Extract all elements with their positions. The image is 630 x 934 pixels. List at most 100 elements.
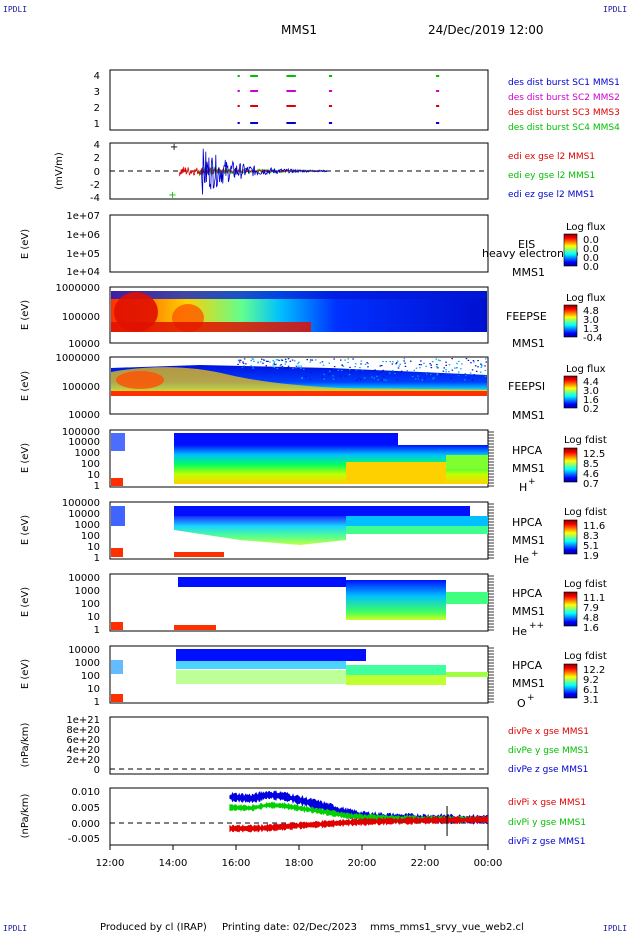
feepsi-speckle-dot [403, 360, 405, 362]
colorbar-tick: 0.0 [583, 244, 599, 255]
feepsi-speckle-dot [411, 376, 414, 378]
feepsi-speckle-dot [395, 371, 397, 373]
feepsi-speckle-dot [451, 369, 454, 371]
feepsi-speckle-dot [267, 360, 269, 362]
feepsi-speckle-dot [445, 371, 447, 373]
ylabel: E (eV) [20, 443, 31, 473]
feepsi-speckle-dot [274, 364, 276, 366]
feepsi-speckle-dot [420, 360, 422, 362]
corner-label-bottom-left: IPDLI [3, 924, 27, 933]
colorbar-tick: 3.0 [583, 315, 599, 326]
feepsi-speckle-dot [445, 361, 447, 363]
colorbar-title: Log fdist [564, 579, 607, 590]
feepsi-speckle-dot [310, 372, 313, 374]
feepsi-speckle-dot [473, 374, 476, 376]
feepsi-speckle-dot [304, 375, 307, 377]
feepsi-speckle-dot [461, 363, 463, 365]
colorbar [563, 663, 578, 699]
burst-interval [250, 122, 259, 124]
feepsi-speckle-dot [285, 367, 288, 369]
feepsi-speckle-dot [458, 360, 460, 362]
feepsi-speckle-dot [439, 360, 441, 362]
colorbar-tick: 0.2 [583, 404, 599, 415]
feepsi-speckle-dot [454, 367, 456, 369]
feepsi-speckle-dot [404, 365, 407, 367]
colorbar-tick: 0.7 [583, 479, 599, 490]
burst-interval [328, 105, 333, 107]
feepsi-speckle-dot [377, 373, 379, 375]
feepsi-speckle-dot [477, 366, 479, 368]
ytick-label: 1000000 [55, 283, 100, 294]
feepsi-speckle-dot [431, 361, 434, 363]
hpca-h-early-burst [111, 433, 125, 451]
burst-interval [436, 105, 440, 107]
ytick-label: 1e+21 [66, 715, 100, 726]
feepsi-speckle-dot [363, 377, 366, 379]
panel-hpca-he2: 10000 1000 100 10 1 E (eV) HPCA MMS1 He … [20, 573, 607, 638]
feepsi-speckle-dot [355, 363, 357, 365]
burst-marks [237, 75, 440, 124]
feepsi-speckle-dot [311, 359, 314, 361]
feepsi-speckle-dot [436, 366, 438, 368]
legend-sc4: des dist burst SC4 MMS4 [508, 123, 620, 133]
feepsi-speckle-dot [250, 360, 252, 362]
feepsi-speckle-dot [395, 363, 397, 365]
ytick-label: 100 [81, 599, 100, 610]
side-label: heavy electron to [482, 247, 579, 260]
feepsi-speckle-dot [300, 367, 302, 369]
ytick-label: 1 [94, 697, 100, 708]
feepsi-speckle-dot [281, 359, 284, 361]
feepsi-speckle-dot [397, 360, 399, 362]
side-label: MMS1 [512, 462, 545, 475]
feepsi-speckle-dot [252, 367, 254, 369]
feepsi-speckle-dot [436, 373, 439, 375]
colorbar-tick: 12.2 [583, 665, 605, 676]
feepsi-speckle-dot [275, 363, 277, 365]
feepsi-speckle-dot [273, 363, 275, 365]
feepsi-speckle-dot [261, 358, 263, 360]
feepsi-speckle-dot [373, 370, 375, 372]
feepsi-speckle-dot [386, 373, 388, 375]
ytick-label: 0 [94, 167, 100, 178]
colorbar [563, 519, 578, 555]
feepsi-speckle-dot [472, 360, 475, 362]
ytick-label: 10 [87, 684, 100, 695]
feepsi-speckle-dot [403, 358, 406, 360]
feepsi-speckle-dot [324, 372, 327, 374]
ylabel: E (eV) [20, 371, 31, 401]
feepsi-speckle-dot [243, 358, 246, 360]
feepsi-speckle-dot [460, 368, 462, 370]
hpca-he-spectrogram [174, 516, 346, 545]
feepsi-speckle-dot [310, 359, 312, 361]
feepsi-speckle-dot [319, 362, 322, 364]
feepsi-speckle-dot [237, 363, 239, 365]
legend-edi-z: edi ez gse l2 MMS1 [508, 190, 595, 200]
colorbar-tick: 0.0 [583, 253, 599, 264]
ylabel: (mV/m) [54, 152, 65, 190]
legend-divpi-x: divPi x gse MMS1 [508, 798, 586, 808]
ytick-label: 0.005 [71, 803, 100, 814]
feepsi-speckle-dot [358, 377, 360, 379]
feepsi-speckle-dot [242, 361, 244, 363]
feepsi-speckle-dot [292, 367, 294, 369]
ytick-label: 1e+06 [66, 230, 100, 241]
feepsi-speckle-dot [250, 366, 253, 368]
feepsi-speckle-dot [295, 367, 297, 369]
feepsi-speckle-dot [436, 364, 438, 366]
feepsi-speckle-dot [385, 361, 387, 363]
feepsi-speckle-dot [252, 358, 255, 360]
ytick-label: 1 [94, 481, 100, 492]
feepsi-speckle-dot [301, 378, 303, 380]
panel-edi: 4 2 0 -2 -4 (mV/m) ++ edi ex gse l2 MMS1… [54, 140, 595, 204]
feepsi-speckle-dot [291, 359, 294, 361]
ytick-label: 6e+20 [66, 735, 100, 746]
feepsi-speckle-dot [347, 361, 349, 364]
panel-hpca-h: 100000 10000 1000 100 10 1 E (eV) HPCA M… [20, 427, 607, 494]
ytick-label: 0 [94, 765, 100, 776]
hpca-h-hot-block [346, 462, 446, 484]
feepsi-speckle [237, 358, 487, 381]
xtick-label: 14:00 [159, 858, 188, 869]
feepsi-speckle-dot [373, 377, 375, 379]
ytick-label: 2e+20 [66, 755, 100, 766]
hpca-he2-low-energy [174, 625, 216, 630]
